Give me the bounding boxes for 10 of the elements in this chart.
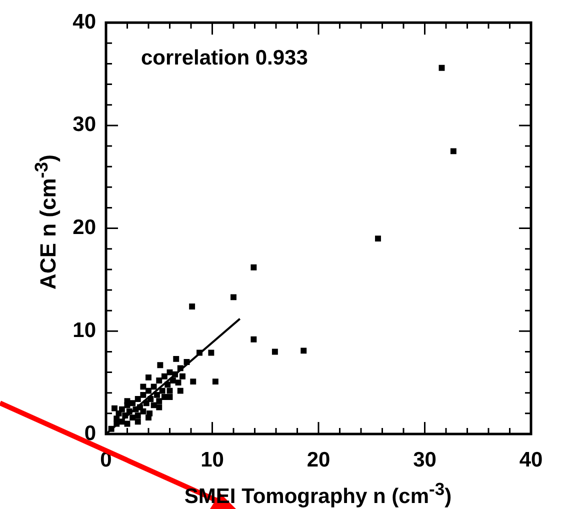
x-tick-label: 30 bbox=[413, 448, 436, 472]
x-tick-label: 10 bbox=[200, 448, 224, 472]
y-tick-label: 20 bbox=[72, 216, 96, 240]
y-tick-label: 40 bbox=[72, 10, 96, 34]
x-tick-label: 40 bbox=[519, 448, 543, 472]
y-tick-label: 0 bbox=[84, 422, 96, 445]
annotation: correlation 0.933 bbox=[141, 46, 308, 70]
y-tick-label: 30 bbox=[72, 113, 96, 136]
x-tick-label: 20 bbox=[306, 448, 330, 472]
y-tick-label: 10 bbox=[72, 318, 96, 342]
